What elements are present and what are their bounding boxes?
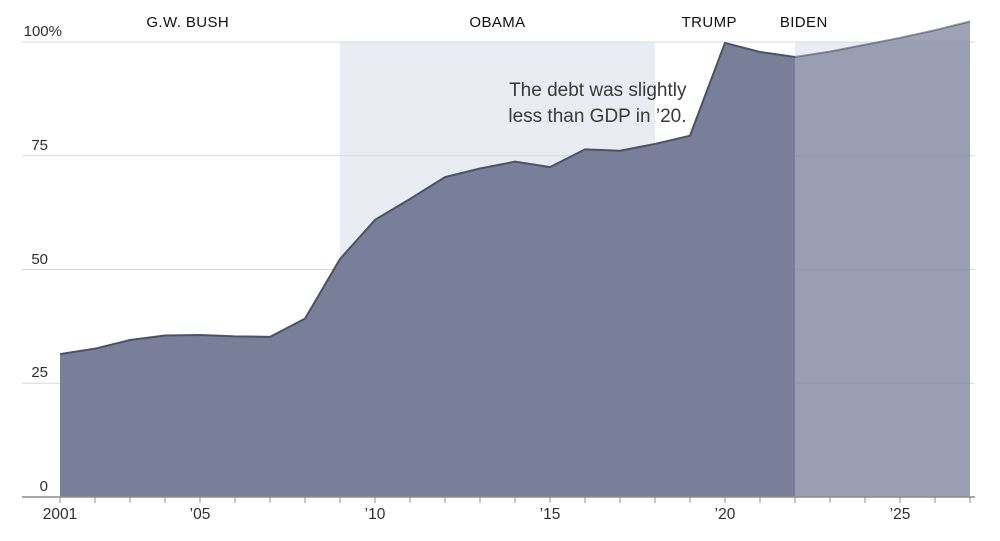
president-label-g-w-bush: G.W. BUSH [146, 14, 230, 31]
x-tick-label: ’20 [714, 506, 736, 523]
x-tick-label: ’05 [189, 506, 211, 523]
x-tick-label: ’10 [364, 506, 386, 523]
annotation-line-2: less than GDP in ’20. [508, 105, 687, 127]
x-tick-label: ’25 [889, 506, 911, 523]
x-tick-label: 2001 [42, 506, 78, 523]
president-label-biden: BIDEN [779, 14, 828, 31]
annotation-line-1: The debt was slightly [509, 79, 687, 101]
y-tick-label: 0 [39, 478, 48, 495]
line-projection [794, 20, 971, 59]
y-tick-label: 75 [31, 136, 48, 154]
chart-annotation: The debt was slightly less than GDP in ’… [508, 78, 686, 130]
y-tick-label: 50 [31, 250, 48, 268]
x-tick-label: ’15 [539, 506, 561, 523]
area-actual [60, 42, 795, 497]
president-label-trump: TRUMP [681, 14, 737, 31]
y-tick-label: 25 [31, 364, 48, 382]
president-label-obama: OBAMA [469, 14, 526, 31]
line-actual [59, 41, 796, 356]
y-tick-label: 100% [23, 23, 62, 40]
area-projection [795, 21, 970, 498]
